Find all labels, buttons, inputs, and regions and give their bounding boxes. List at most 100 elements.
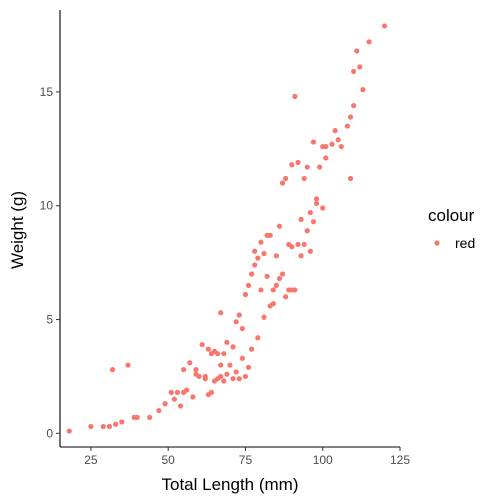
data-point xyxy=(283,294,289,300)
data-point xyxy=(276,223,283,229)
data-point xyxy=(252,248,258,254)
data-point xyxy=(236,312,242,318)
data-point xyxy=(335,137,341,143)
data-point xyxy=(177,403,184,409)
data-point xyxy=(261,250,267,257)
data-point xyxy=(174,389,181,395)
data-point xyxy=(168,389,174,395)
data-point xyxy=(221,351,227,357)
data-point xyxy=(255,255,261,261)
data-point xyxy=(249,346,255,352)
data-point xyxy=(162,401,168,407)
x-tick-label: 125 xyxy=(390,453,410,467)
data-point xyxy=(360,87,366,93)
x-tick-label: 50 xyxy=(162,453,176,467)
data-point xyxy=(252,262,258,268)
data-point xyxy=(233,319,239,325)
data-point xyxy=(208,389,215,395)
data-point xyxy=(224,339,230,345)
data-point xyxy=(292,93,298,100)
data-point xyxy=(215,351,221,357)
data-point xyxy=(267,232,273,238)
data-point xyxy=(125,362,131,368)
data-point xyxy=(230,376,236,382)
data-point xyxy=(181,367,187,373)
data-point xyxy=(242,291,249,298)
data-point xyxy=(261,314,267,320)
y-tick-label: 15 xyxy=(40,85,54,99)
data-point xyxy=(106,423,113,430)
data-point xyxy=(357,64,363,70)
data-point xyxy=(270,301,276,307)
y-axis-title: Weight (g) xyxy=(8,191,27,269)
data-point xyxy=(193,367,199,373)
data-point xyxy=(289,162,295,168)
data-point xyxy=(304,228,310,234)
data-point xyxy=(255,335,261,341)
data-point xyxy=(279,271,286,277)
data-point xyxy=(295,159,301,166)
data-point xyxy=(156,407,162,414)
data-point xyxy=(249,271,255,277)
data-point xyxy=(351,102,357,109)
data-point xyxy=(264,273,270,279)
data-point xyxy=(190,394,196,400)
data-point xyxy=(218,362,224,368)
axes xyxy=(59,10,400,448)
data-point xyxy=(295,241,301,248)
data-point xyxy=(317,164,323,170)
data-point xyxy=(245,282,252,289)
data-point xyxy=(100,423,106,430)
data-point xyxy=(323,143,329,150)
data-point xyxy=(66,428,72,434)
y-tick-label: 0 xyxy=(46,426,53,440)
legend-key-red xyxy=(434,240,440,246)
y-tick-label: 10 xyxy=(40,199,54,213)
data-point xyxy=(329,141,335,147)
legend-title: colour xyxy=(428,206,475,225)
data-point xyxy=(239,326,245,332)
data-point xyxy=(147,414,153,421)
data-point xyxy=(196,373,202,380)
data-point xyxy=(347,175,354,182)
data-point xyxy=(113,421,119,427)
data-point xyxy=(292,287,298,293)
data-point xyxy=(381,23,388,29)
data-point xyxy=(273,282,279,289)
data-point xyxy=(119,419,125,425)
data-point xyxy=(301,241,307,248)
data-point xyxy=(273,253,279,259)
data-point xyxy=(230,344,236,350)
data-point xyxy=(307,248,313,254)
data-point xyxy=(224,371,230,377)
data-point xyxy=(134,414,140,421)
x-tick-label: 100 xyxy=(313,453,333,467)
data-point xyxy=(323,155,329,161)
legend-label-red: red xyxy=(455,235,475,251)
data-point xyxy=(283,175,289,182)
data-point xyxy=(354,48,360,54)
data-points xyxy=(66,23,388,434)
data-point xyxy=(109,367,116,373)
data-point xyxy=(187,360,193,366)
y-tick-label: 5 xyxy=(46,313,53,327)
data-point xyxy=(276,275,283,282)
data-point xyxy=(218,310,224,316)
data-point xyxy=(221,378,227,384)
data-point xyxy=(289,244,295,250)
data-point xyxy=(313,200,320,207)
data-point xyxy=(338,143,344,150)
data-point xyxy=(366,39,372,45)
x-tick-label: 75 xyxy=(239,453,253,467)
data-point xyxy=(245,364,252,370)
data-point xyxy=(304,164,310,170)
legend: colour red xyxy=(428,206,475,251)
data-point xyxy=(258,287,264,293)
data-point xyxy=(310,139,317,145)
data-point xyxy=(298,216,304,222)
data-point xyxy=(320,205,326,211)
data-point xyxy=(184,387,190,393)
data-point xyxy=(199,341,205,348)
x-axis-title: Total Length (mm) xyxy=(162,475,299,494)
data-point xyxy=(298,253,304,259)
